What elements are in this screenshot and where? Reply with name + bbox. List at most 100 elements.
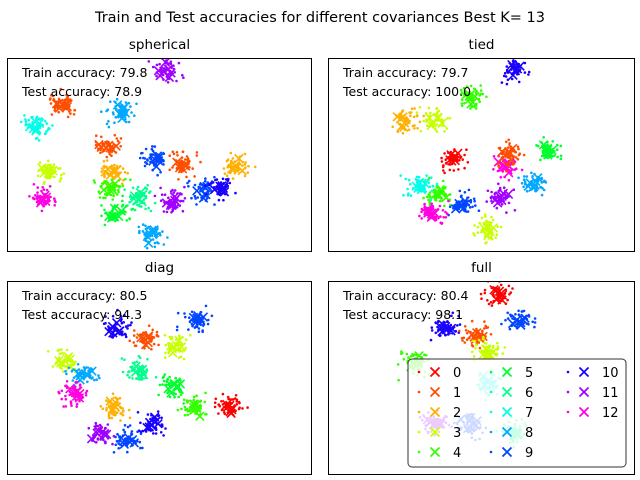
- train-point: [442, 216, 446, 219]
- train-point: [484, 215, 487, 218]
- train-point: [456, 324, 459, 327]
- train-point: [155, 330, 159, 334]
- test-point: [398, 122, 409, 133]
- test-point: [530, 180, 540, 190]
- train-point: [71, 379, 75, 382]
- train-point: [441, 165, 445, 169]
- train-point: [230, 398, 234, 401]
- train-point: [204, 412, 207, 416]
- train-point: [119, 137, 123, 140]
- train-point: [104, 315, 107, 318]
- legend-label: 2: [453, 406, 461, 421]
- train-point: [423, 353, 426, 357]
- train-point: [122, 321, 125, 324]
- test-point: [427, 118, 437, 128]
- train-point: [109, 100, 112, 103]
- train-point: [496, 162, 500, 166]
- train-point: [465, 338, 469, 342]
- test-point: [105, 185, 116, 196]
- train-point: [175, 79, 178, 83]
- train-point: [119, 419, 122, 422]
- train-point: [441, 179, 445, 183]
- train-point: [128, 424, 132, 427]
- train-point: [423, 202, 426, 206]
- train-point: [457, 314, 460, 318]
- train-point: [204, 193, 208, 196]
- test-point: [483, 230, 493, 241]
- train-point: [505, 211, 508, 214]
- train-point: [138, 156, 142, 160]
- train-point: [156, 410, 160, 413]
- test-point: [129, 193, 139, 204]
- test-point: [169, 195, 180, 206]
- test-point: [433, 189, 444, 200]
- train-point: [440, 221, 444, 225]
- test-point: [151, 161, 162, 172]
- train-point: [460, 104, 464, 108]
- train-point: [128, 376, 131, 379]
- test-accuracy-label: Test accuracy: 94.3: [21, 307, 142, 322]
- train-point: [522, 178, 526, 181]
- train-point: [112, 451, 116, 454]
- train-point: [237, 407, 241, 411]
- train-point: [203, 179, 207, 183]
- train-point: [187, 185, 190, 188]
- test-point: [503, 168, 514, 178]
- panel-spherical: spherical Train accuracy: 79.8 Test accura…: [7, 37, 312, 252]
- train-point: [116, 188, 120, 192]
- train-point: [480, 297, 483, 301]
- train-point: [463, 341, 467, 344]
- test-point: [149, 154, 160, 165]
- train-point: [425, 195, 429, 199]
- test-point: [31, 124, 42, 134]
- train-point: [161, 383, 164, 386]
- test-point: [237, 165, 248, 176]
- train-point: [218, 404, 222, 408]
- train-point: [182, 398, 186, 402]
- train-point: [172, 191, 176, 194]
- train-point: [111, 314, 115, 318]
- train-point: [126, 324, 130, 327]
- train-point: [479, 84, 483, 87]
- train-point: [45, 188, 49, 192]
- train-point: [511, 287, 514, 290]
- train-point: [138, 229, 141, 233]
- train-point: [448, 116, 452, 120]
- train-point: [99, 151, 102, 154]
- train-point: [473, 234, 476, 237]
- train-point: [501, 352, 505, 355]
- train-point: [159, 431, 163, 434]
- train-point: [121, 370, 125, 374]
- test-point: [483, 221, 494, 231]
- train-point: [180, 156, 184, 159]
- train-point: [478, 94, 482, 97]
- test-point: [149, 412, 160, 422]
- train-point: [523, 175, 526, 178]
- train-point: [495, 233, 499, 236]
- train-point: [36, 186, 39, 189]
- train-point: [544, 180, 547, 183]
- train-point: [116, 139, 120, 143]
- train-point: [496, 341, 499, 345]
- train-point: [413, 107, 416, 110]
- train-point: [47, 159, 50, 162]
- train-point: [399, 174, 403, 177]
- test-point: [417, 183, 428, 193]
- train-point: [451, 311, 455, 315]
- train-point: [46, 350, 50, 353]
- train-point: [99, 405, 103, 408]
- train-point: [448, 168, 452, 172]
- train-point: [517, 153, 521, 157]
- train-point: [37, 139, 41, 142]
- train-point: [470, 350, 474, 354]
- train-point: [406, 194, 410, 197]
- test-accuracy-label: Test accuracy: 78.9: [21, 84, 142, 99]
- train-point: [31, 196, 35, 200]
- train-point: [137, 225, 141, 229]
- train-point: [70, 370, 74, 373]
- train-point: [181, 73, 184, 77]
- train-point: [69, 402, 73, 405]
- train-point: [405, 352, 409, 356]
- train-point: [409, 111, 413, 114]
- scatter-points: [19, 58, 257, 250]
